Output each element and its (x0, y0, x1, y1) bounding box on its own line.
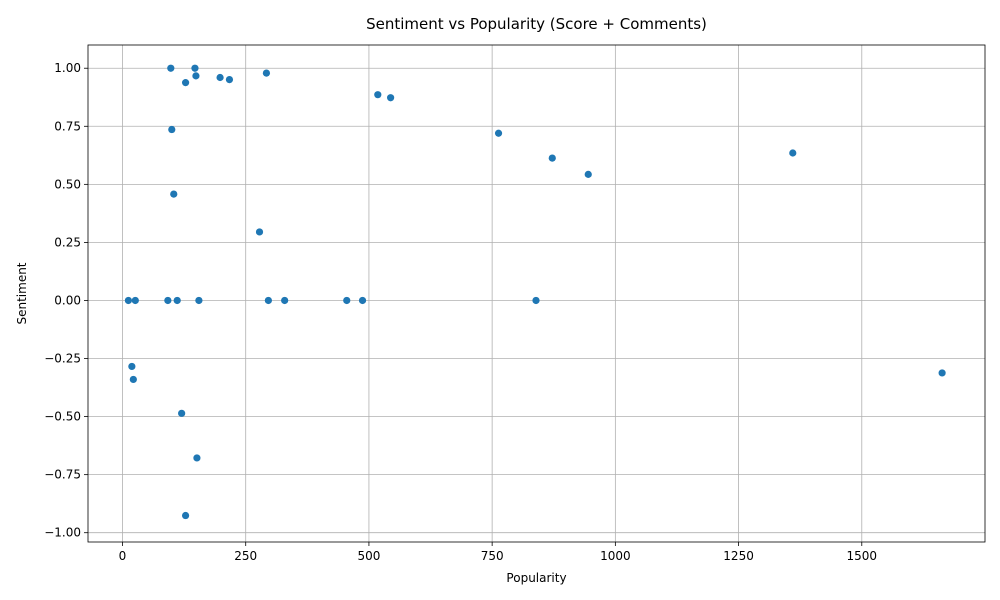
y-tick-label: −0.50 (44, 410, 81, 424)
x-tick-label: 1250 (723, 549, 754, 563)
grid-layer (88, 45, 985, 542)
x-axis-title: Popularity (506, 571, 566, 585)
data-point (128, 362, 136, 371)
data-point (255, 228, 264, 236)
ticks-layer: 0 250 500 750 1000 1250 1500 −1.00 −0.75 −0.50 −0.… (44, 61, 877, 563)
data-point (494, 129, 503, 137)
x-tick-label: 500 (357, 549, 380, 563)
data-point (168, 125, 176, 134)
chart-title: Sentiment vs Popularity (Score + Comment… (366, 15, 707, 33)
y-tick-label: −0.75 (44, 468, 81, 482)
data-point (789, 149, 797, 157)
x-tick-label: 250 (234, 549, 257, 563)
data-point (181, 79, 190, 87)
data-point (262, 69, 271, 77)
data-point (164, 296, 172, 305)
data-point (548, 154, 556, 162)
data-point (195, 296, 203, 305)
data-point (358, 296, 367, 305)
y-tick-label: −0.25 (44, 352, 81, 366)
data-point (281, 296, 289, 305)
data-point (938, 369, 946, 377)
data-point (225, 76, 234, 84)
data-point (131, 296, 139, 305)
data-point (167, 64, 175, 72)
points-layer (124, 64, 946, 520)
y-tick-label: 0.00 (54, 293, 81, 307)
y-tick-label: 0.75 (54, 119, 81, 133)
x-tick-label: 1000 (600, 549, 631, 563)
data-point (193, 454, 201, 462)
y-tick-label: −1.00 (44, 526, 81, 540)
data-point (532, 296, 540, 305)
plot-frame (87, 44, 986, 543)
x-tick-label: 0 (119, 549, 127, 563)
data-point (584, 170, 592, 178)
x-tick-label: 1500 (847, 549, 878, 563)
data-point (343, 296, 351, 305)
y-tick-label: 0.50 (54, 177, 81, 191)
data-point (264, 296, 272, 305)
y-axis-title: Sentiment (15, 262, 29, 324)
data-point (387, 94, 395, 102)
data-point (192, 72, 200, 80)
data-point (191, 64, 199, 72)
data-point (129, 375, 137, 384)
y-tick-label: 0.25 (54, 235, 81, 249)
data-point (170, 190, 178, 198)
data-point (216, 73, 224, 82)
y-tick-label: 1.00 (54, 61, 81, 75)
data-point (124, 296, 133, 305)
data-point (181, 511, 190, 520)
data-point (178, 409, 186, 417)
x-tick-label: 750 (481, 549, 504, 563)
data-point (374, 91, 382, 99)
data-point (173, 296, 181, 305)
